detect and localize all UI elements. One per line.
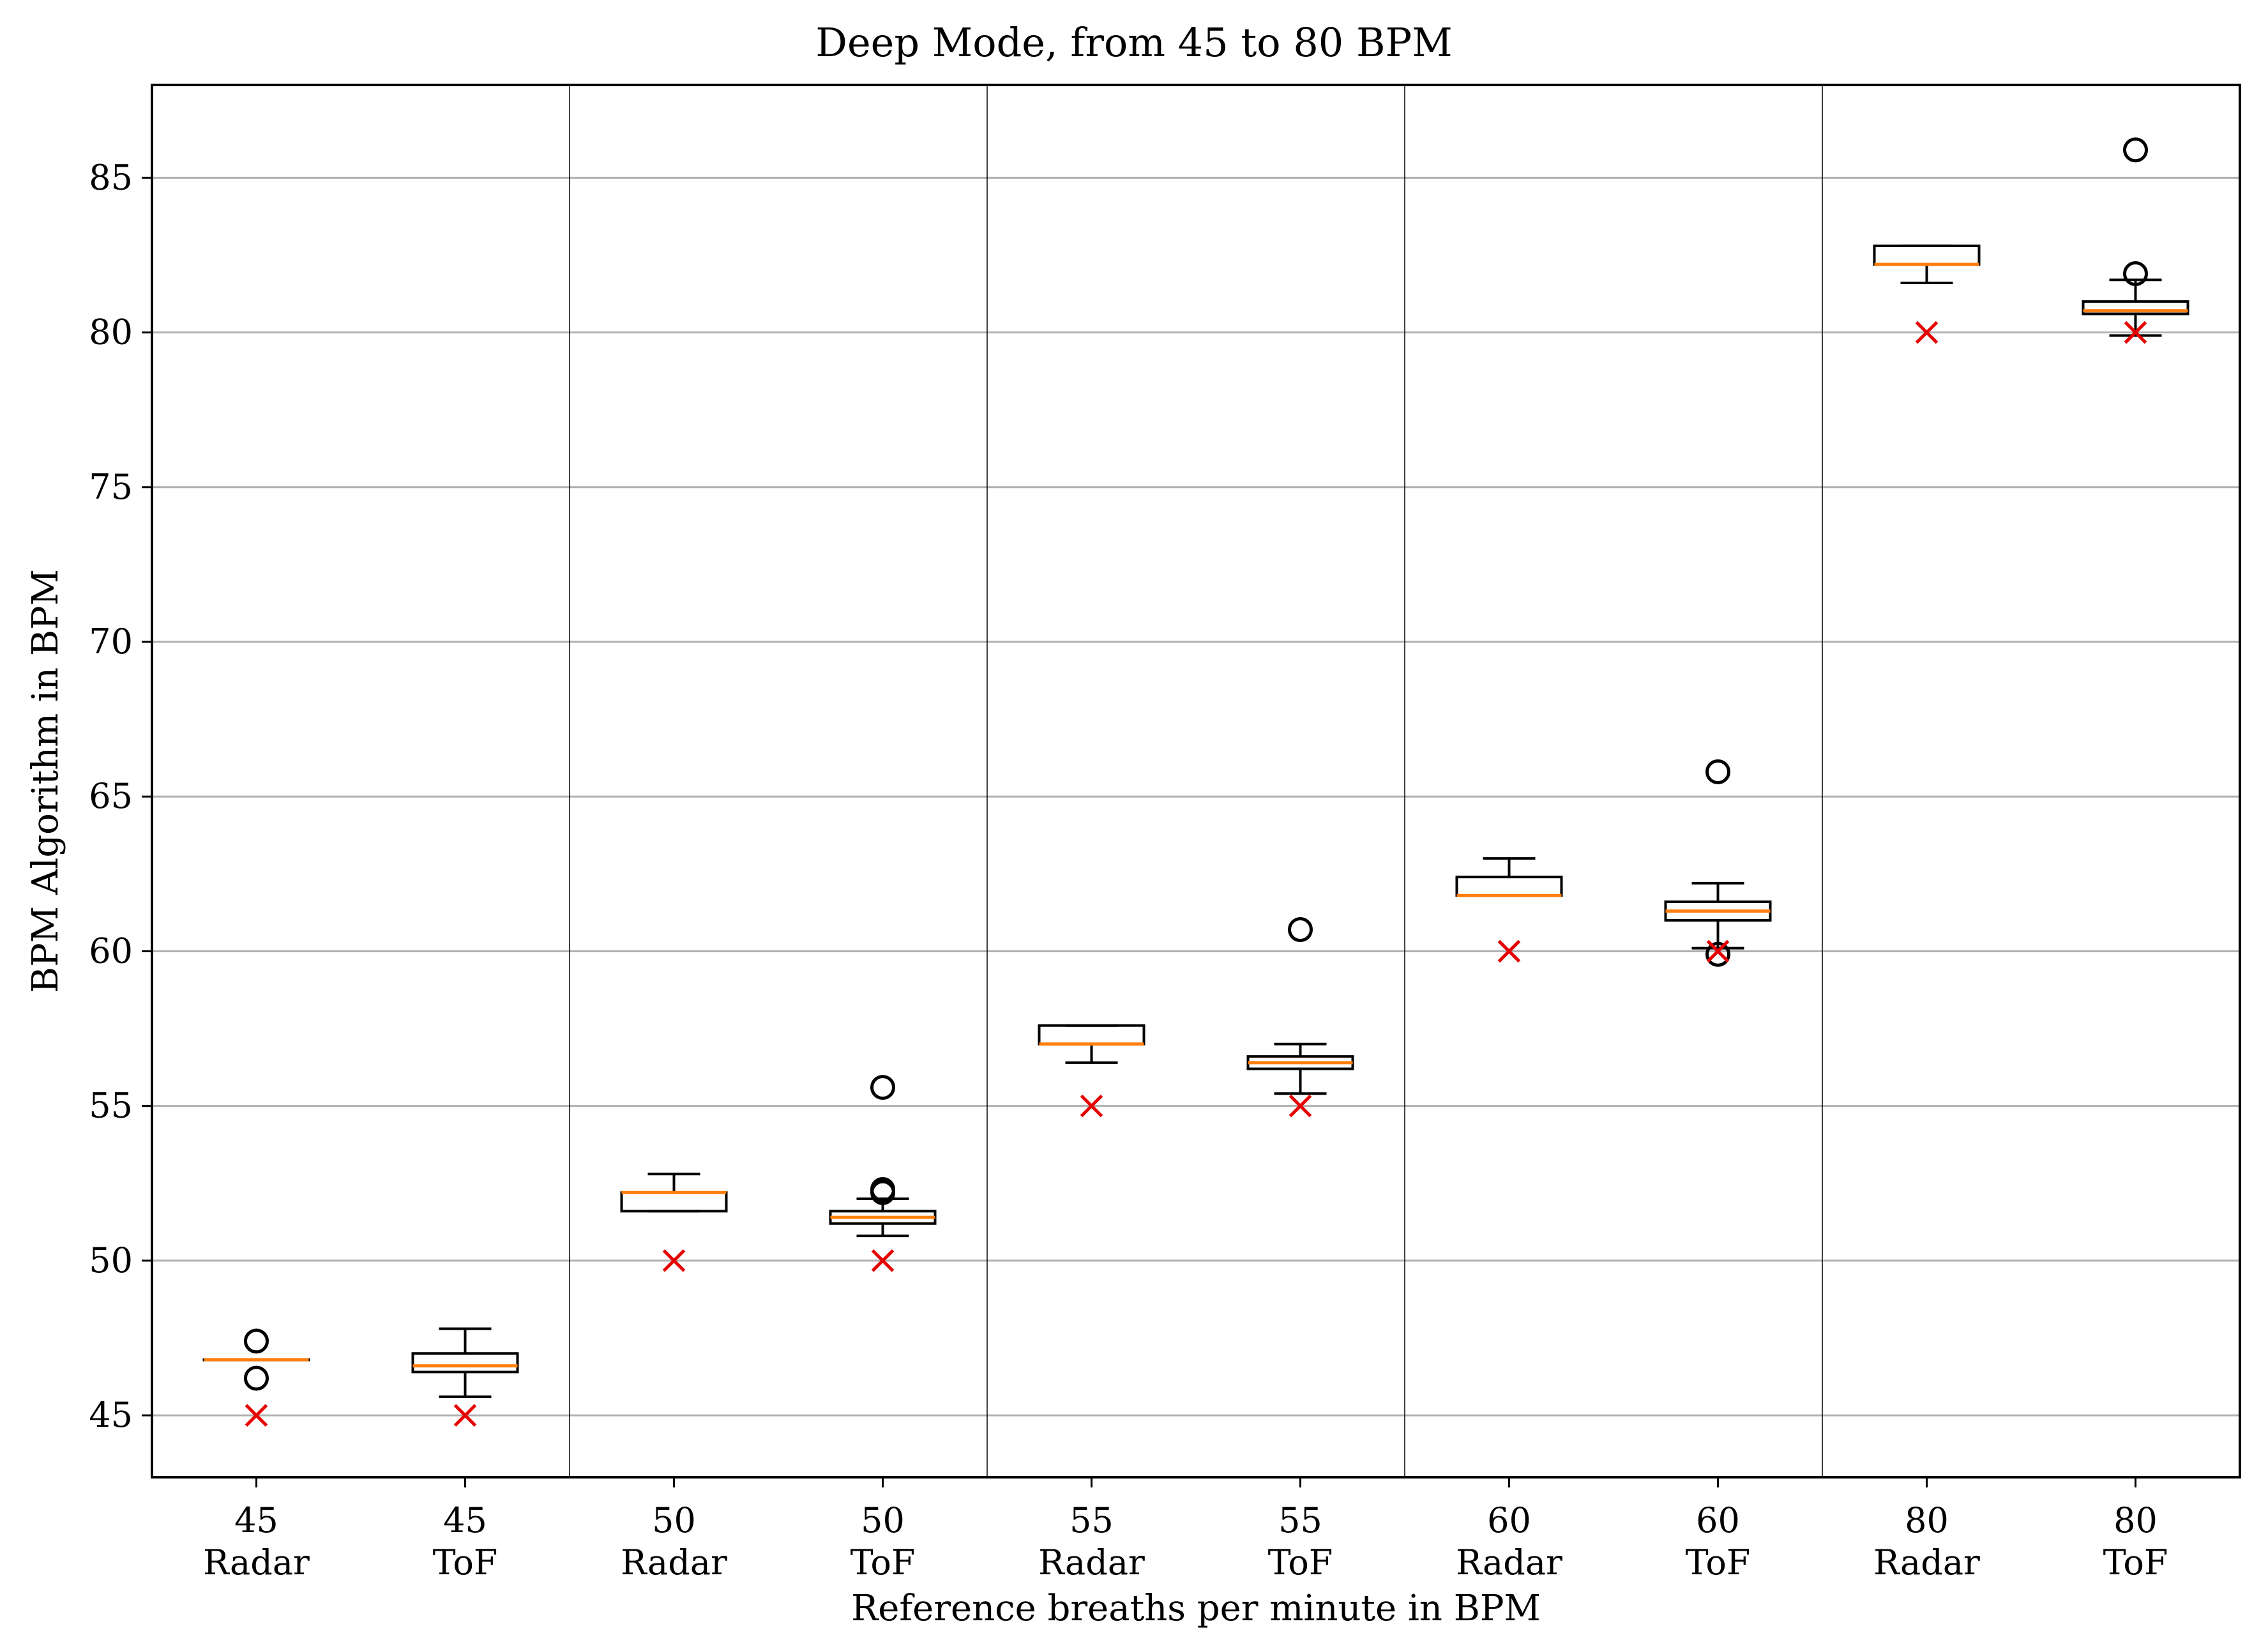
outlier-1 [1705,941,1730,967]
x-tick-label-sensor-8: Radar [1873,1542,1980,1583]
x-tick-label-ref-0: 45 [234,1500,278,1540]
x-tick-label-sensor-5: ToF [1268,1542,1333,1583]
x-tick-label-ref-9: 80 [2113,1500,2158,1540]
box-6 [1455,857,1563,897]
reference-x-stroke-b [1915,321,1939,344]
x-tick-label-sensor-6: Radar [1456,1542,1562,1583]
box-5 [1246,917,1354,1095]
outlier-0 [2123,137,2148,163]
reference-x-stroke-b [1080,1094,1103,1118]
y-tick-label-65: 65 [89,776,133,816]
reference-marker-0 [245,1404,268,1427]
reference-x-stroke-b [245,1404,268,1427]
reference-x-stroke-b [2124,321,2147,344]
y-tick-label-50: 50 [89,1240,133,1281]
box-3 [829,1075,937,1238]
outlier-0 [244,1328,269,1354]
y-axis-label: BPM Algorithm in BPM [25,569,66,993]
plot-frame [151,84,2241,1479]
box-body [2082,300,2189,315]
reference-x-stroke-b [1289,1094,1312,1118]
y-tick-label-75: 75 [89,467,133,507]
box-7 [1664,759,1772,967]
reference-marker-3 [871,1249,895,1272]
box-2 [620,1173,728,1213]
box-body [411,1352,519,1374]
outlier-1 [2123,261,2148,287]
x-tick-label-ref-8: 80 [1905,1500,1949,1540]
outlier-0 [870,1075,895,1100]
y-axis-ticks: 45 50 55 60 65 70 75 80 85 [89,157,152,1435]
box-0 [202,1328,310,1391]
x-tick-label-ref-1: 45 [443,1500,487,1540]
x-tick-label-ref-7: 60 [1696,1500,1740,1540]
box-body [1873,244,1981,266]
reference-x-stroke-b [453,1404,477,1427]
x-tick-label-sensor-0: Radar [203,1542,310,1583]
boxes [202,137,2189,1399]
grid-lines [152,176,2240,1417]
reference-marker-9 [2124,321,2147,344]
outlier-2 [870,1180,895,1205]
x-tick-label-ref-4: 55 [1070,1500,1114,1540]
x-tick-label-sensor-9: ToF [2103,1542,2168,1583]
reference-x-stroke-b [1706,939,1730,963]
x-axis-ticks: 45Radar45ToF50Radar50ToF55Radar55ToF60Ra… [203,1477,2168,1583]
x-tick-label-ref-3: 50 [861,1500,905,1540]
outlier-1 [244,1365,269,1391]
reference-x-stroke-b [871,1249,895,1272]
x-tick-label-sensor-4: Radar [1038,1542,1145,1583]
reference-x-stroke-b [662,1249,686,1272]
reference-markers [245,321,2147,1427]
group-separators [569,85,1823,1477]
chart-title: Deep Mode, from 45 to 80 BPM [815,19,1452,66]
outlier-0 [1705,759,1730,784]
box-9 [2082,137,2189,337]
x-tick-label-ref-2: 50 [652,1500,696,1540]
y-tick-label-80: 80 [89,312,133,353]
x-axis-label: Reference breaths per minute in BPM [851,1588,1541,1629]
box-body [620,1191,728,1213]
outlier-0 [1288,917,1313,943]
x-tick-label-ref-5: 55 [1278,1500,1322,1540]
y-tick-label-85: 85 [89,157,133,197]
reference-marker-7 [1706,939,1730,963]
y-tick-label-70: 70 [89,621,133,662]
reference-marker-4 [1080,1094,1103,1118]
x-tick-label-sensor-7: ToF [1686,1542,1751,1583]
x-tick-label-sensor-3: ToF [850,1542,916,1583]
x-tick-label-sensor-2: Radar [621,1542,727,1583]
reference-marker-2 [662,1249,686,1272]
box-4 [1038,1024,1145,1064]
y-tick-label-45: 45 [89,1395,133,1435]
box-body [1455,876,1563,897]
reference-marker-8 [1915,321,1939,344]
box-8 [1873,244,1981,285]
y-tick-label-60: 60 [89,931,133,971]
reference-marker-6 [1497,939,1521,963]
reference-marker-1 [453,1404,477,1427]
reference-marker-5 [1289,1094,1312,1118]
y-tick-label-55: 55 [89,1086,133,1126]
box-body [1038,1024,1145,1045]
x-tick-label-ref-6: 60 [1487,1500,1531,1540]
reference-x-stroke-b [1497,939,1521,963]
x-tick-label-sensor-1: ToF [433,1542,498,1583]
box-1 [411,1327,519,1399]
